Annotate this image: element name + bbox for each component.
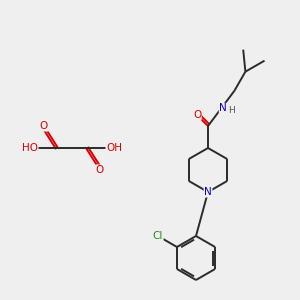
Text: HO: HO [22,143,38,153]
Text: O: O [40,121,48,131]
Text: OH: OH [106,143,122,153]
Text: N: N [219,103,227,113]
Text: H: H [228,106,235,115]
Text: N: N [204,187,212,197]
Text: O: O [193,110,201,120]
Text: O: O [96,165,104,175]
Text: Cl: Cl [153,231,163,241]
